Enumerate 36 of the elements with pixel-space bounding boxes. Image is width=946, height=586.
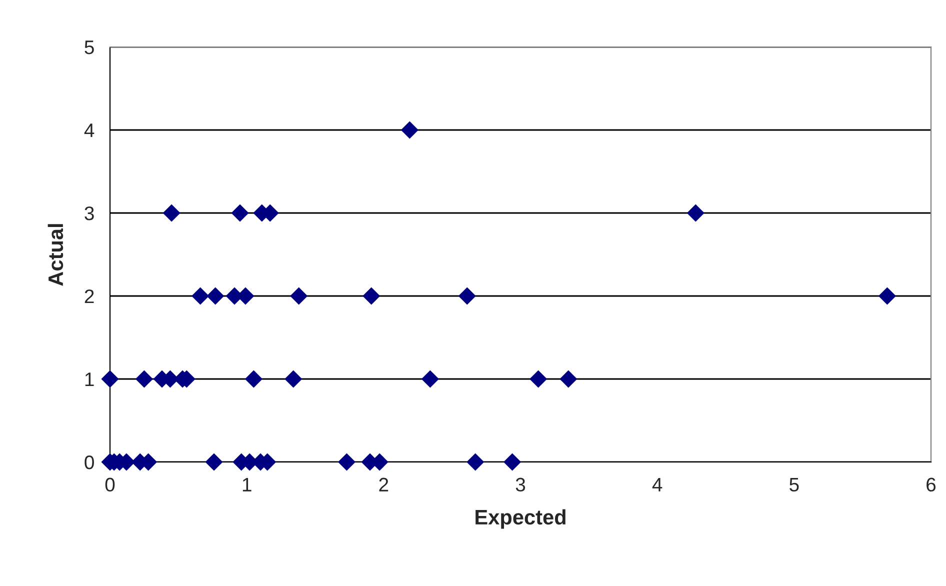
point [338,453,356,471]
y-tick-label: 0 [84,455,94,470]
x-tick-label: 3 [516,478,526,492]
point [878,287,896,305]
point [362,287,380,305]
x-tick-label: 0 [105,478,115,492]
point [400,121,418,139]
point [231,204,249,222]
x-tick-label: 6 [926,478,936,492]
x-tick-label: 2 [379,478,388,492]
point [284,370,302,388]
y-tick-label: 5 [84,40,94,54]
point [206,287,224,305]
point [560,370,578,388]
point [244,370,262,388]
y-tick-label: 2 [84,289,94,304]
point [205,453,223,471]
point [504,453,522,471]
point [192,287,210,305]
y-tick-label: 3 [84,206,94,220]
point [458,287,476,305]
point [290,287,308,305]
point [101,370,119,388]
x-tick-label: 1 [242,478,252,492]
x-tick-label: 4 [652,478,662,492]
y-tick-label: 4 [84,124,94,138]
x-tick-label: 5 [790,478,799,492]
point [686,204,704,222]
point [466,453,484,471]
point [162,204,180,222]
y-axis-title: Actual [48,224,64,286]
y-tick-label: 1 [85,372,94,386]
point [135,370,153,388]
x-axis-title: Expected [476,509,566,529]
point [530,370,548,388]
point [421,370,439,388]
